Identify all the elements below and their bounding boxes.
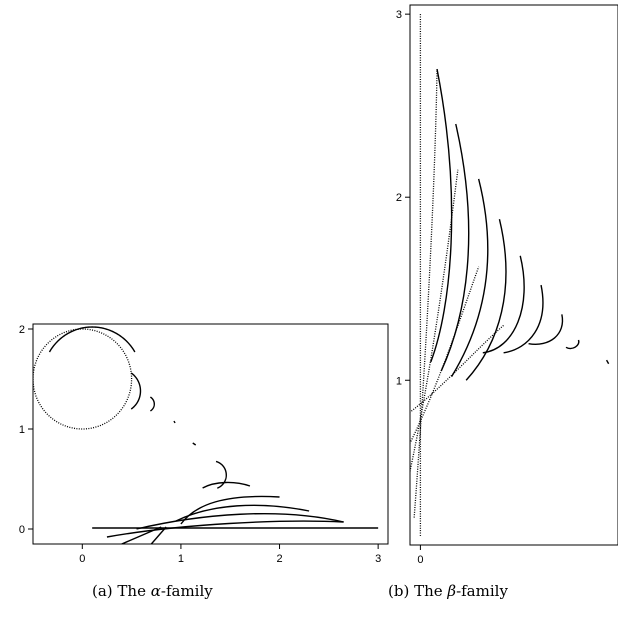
curve-layer xyxy=(410,14,610,536)
family-curve-13 xyxy=(605,359,610,365)
x-tick-label: 1 xyxy=(178,553,184,565)
family-curve-12 xyxy=(565,339,580,350)
family-curve-3 xyxy=(149,396,155,412)
family-curve-11 xyxy=(106,520,344,538)
family-curve-7 xyxy=(451,178,489,377)
x-tick-label: 2 xyxy=(276,553,282,565)
family-curve-11 xyxy=(528,314,564,345)
dotted-curve-1 xyxy=(413,69,438,518)
family-curve-7 xyxy=(202,481,251,489)
family-curve-8 xyxy=(180,495,280,525)
caption-symbol: α xyxy=(150,582,161,600)
caption-beta-family: (b) The β-family xyxy=(388,582,508,600)
dotted-curve-2 xyxy=(410,169,459,475)
family-curve-9 xyxy=(175,504,310,522)
dotted-curve-0 xyxy=(33,328,133,430)
panel-alpha-family: 0 1 2 3 0 1 2 xyxy=(19,323,389,565)
y-tick-label: 1 xyxy=(396,375,402,387)
dotted-curve-3 xyxy=(410,266,480,445)
y-tick-label: 2 xyxy=(396,192,402,204)
caption-symbol: β xyxy=(447,582,457,600)
family-curve-5 xyxy=(192,442,197,446)
y-tick-label: 3 xyxy=(396,9,402,21)
panel-beta-family: 0 1 2 3 xyxy=(396,4,618,566)
family-curve-12 xyxy=(121,526,162,544)
curve-layer xyxy=(33,326,379,544)
family-curve-1 xyxy=(48,326,136,353)
family-curve-6 xyxy=(440,123,470,372)
family-curve-10 xyxy=(503,284,544,354)
y-tick-label: 0 xyxy=(19,524,25,536)
family-curve-9 xyxy=(482,255,525,354)
family-curve-4 xyxy=(173,420,176,424)
family-curve-6 xyxy=(215,460,227,489)
x-tick-label: 0 xyxy=(417,554,423,566)
x-tick-label: 0 xyxy=(79,553,85,565)
plot-frame xyxy=(409,4,618,546)
family-curve-5 xyxy=(430,68,453,363)
caption-suffix: -family xyxy=(456,582,508,600)
y-tick-label: 1 xyxy=(19,424,25,436)
family-curve-13 xyxy=(150,526,167,544)
x-tick-label: 3 xyxy=(375,553,381,565)
caption-prefix: (b) The xyxy=(388,582,448,600)
y-tick-label: 2 xyxy=(19,324,25,336)
caption-suffix: -family xyxy=(160,582,213,600)
caption-alpha-family: (a) The α-family xyxy=(92,582,213,600)
plot-frame xyxy=(32,323,389,545)
family-curve-8 xyxy=(465,219,507,381)
family-curve-10 xyxy=(136,512,344,530)
family-curve-2 xyxy=(130,372,142,410)
caption-prefix: (a) The xyxy=(92,582,151,600)
